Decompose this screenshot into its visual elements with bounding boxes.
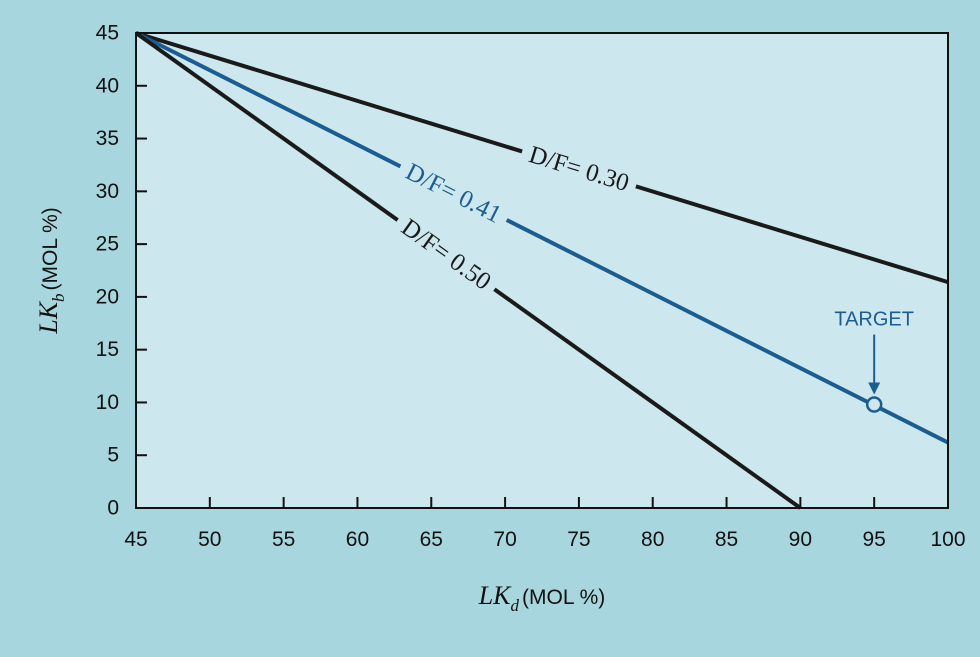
series-line-2 — [135, 31, 949, 445]
plot-area — [136, 33, 948, 508]
y-tick-label: 35 — [96, 127, 119, 150]
x-tick-label: 65 — [420, 528, 443, 551]
x-tick-label: 80 — [641, 528, 664, 551]
x-axis-title-subscript: d — [511, 596, 520, 615]
y-tick-label: 30 — [96, 180, 119, 203]
y-tick-label: 0 — [107, 497, 119, 520]
x-axis-title-main: LK — [478, 581, 512, 610]
x-tick-label: 55 — [272, 528, 295, 551]
annotation-layer: TARGET — [834, 309, 914, 413]
y-tick-label: 15 — [96, 338, 119, 361]
axes: 45 50 55 60 65 70 75 80 85 90 95 100 0 5 10 15 20 25 30 35 4… — [96, 22, 966, 552]
x-tick-label: 75 — [567, 528, 590, 551]
x-tick-label: 100 — [930, 528, 965, 551]
x-tick-label: 60 — [346, 528, 369, 551]
target-marker — [865, 396, 883, 413]
target-arrow-head — [868, 382, 881, 395]
y-axis-title-subscript: b — [49, 293, 68, 302]
y-tick-label: 25 — [96, 233, 119, 256]
x-tick-label: 70 — [493, 528, 516, 551]
target-label: TARGET — [834, 309, 914, 331]
y-tick-label: 5 — [107, 444, 119, 467]
x-tick-label: 95 — [863, 528, 886, 551]
series-label-background-2 — [393, 152, 514, 235]
x-tick-label: 50 — [198, 528, 221, 551]
x-axis-title: LKd (MOL %) — [478, 581, 606, 615]
series-label-background-3 — [388, 207, 504, 302]
x-tick-label: 85 — [715, 528, 738, 551]
x-axis-title-unit: (MOL %) — [522, 586, 605, 609]
y-tick-label: 20 — [96, 285, 119, 308]
y-axis-title-main: LK — [34, 300, 63, 334]
series-label-background-1 — [517, 136, 641, 202]
plot-frame — [135, 32, 949, 509]
y-tick-label: 45 — [96, 22, 119, 45]
y-axis-title: LKb (MOL %) — [34, 207, 68, 335]
y-tick-label: 10 — [96, 391, 119, 414]
x-tick-label: 45 — [124, 528, 147, 551]
x-tick-label: 90 — [789, 528, 812, 551]
y-axis-title-unit: (MOL %) — [39, 207, 62, 290]
y-tick-label: 40 — [96, 74, 119, 97]
